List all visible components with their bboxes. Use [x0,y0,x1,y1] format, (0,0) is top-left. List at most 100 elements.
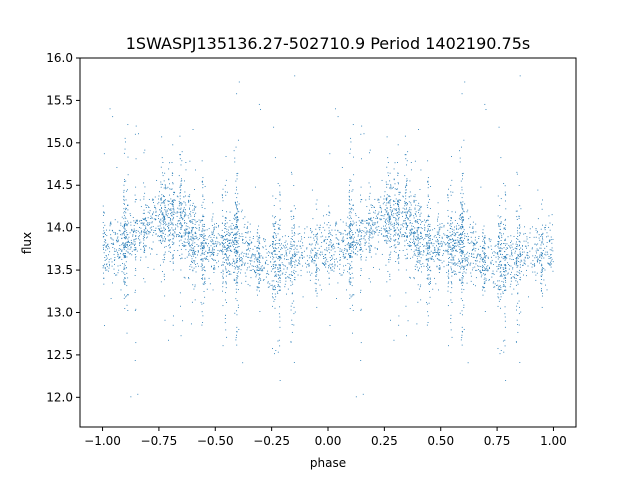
data-point [366,222,368,224]
data-point [386,166,388,168]
data-point [114,259,116,261]
data-point [195,169,196,171]
data-point [499,249,501,251]
data-point [103,212,105,214]
data-point [462,209,464,211]
data-point [388,214,390,216]
data-point [279,238,281,240]
data-point [241,264,243,266]
data-point [503,281,504,283]
data-point [448,263,449,265]
data-point [462,226,464,228]
data-point [330,268,332,269]
data-point [457,231,459,233]
data-point [181,257,183,259]
data-point [437,220,438,222]
data-point [164,253,166,255]
data-point [234,215,235,217]
data-point [518,215,520,217]
data-point [328,211,330,213]
data-point [505,194,507,196]
data-point [259,243,261,245]
data-point [190,199,191,201]
data-point [550,260,552,262]
data-point [549,257,551,259]
data-point [202,250,204,251]
data-point [369,192,371,194]
data-point [279,227,280,229]
data-point [375,210,377,212]
data-point [355,248,356,250]
data-point [415,254,416,256]
data-point [214,226,216,228]
data-point [400,199,402,201]
data-point [170,188,172,190]
data-point [428,236,430,238]
data-point [479,255,480,257]
data-point [424,227,426,229]
data-point [200,220,202,222]
data-point [538,237,540,239]
data-point [451,218,452,220]
data-point [235,282,237,284]
data-point [427,250,429,251]
data-point [118,229,120,231]
data-point [478,269,479,270]
data-point [258,253,260,255]
data-point [185,249,187,251]
data-point [451,259,453,261]
data-point [364,244,366,246]
data-point [236,310,238,312]
data-point [111,229,113,231]
data-point [184,214,185,216]
data-point [324,222,325,224]
data-point [360,360,362,361]
data-point [275,235,277,237]
data-point [123,245,125,246]
data-point [109,225,111,227]
data-point [333,267,335,269]
data-point [376,229,378,231]
data-point [144,186,146,188]
data-point [544,229,546,231]
data-point [498,286,499,288]
data-point [406,228,407,230]
data-point [294,247,296,249]
data-point [350,209,352,211]
data-point [317,257,319,259]
data-point [365,256,367,258]
data-point [315,228,317,230]
data-point [413,234,415,236]
data-point [127,204,128,206]
data-point [274,261,276,263]
data-point [294,266,296,268]
data-point [326,250,328,252]
data-point [398,224,400,226]
data-point [517,256,519,258]
data-point [541,255,543,257]
data-point [290,248,292,249]
data-point [426,204,428,206]
data-point [144,281,146,283]
data-point [290,261,292,263]
data-point [189,254,191,256]
data-point [143,251,145,253]
data-point [505,258,507,260]
data-point [252,253,254,255]
data-point [427,234,429,236]
data-point [369,231,370,233]
data-point [504,256,506,258]
data-point [500,286,502,288]
data-point [245,255,247,257]
data-point [350,257,352,258]
data-point [386,202,388,204]
data-point [172,219,174,221]
data-point [317,243,319,245]
data-point [352,294,354,296]
data-point [447,222,449,224]
data-point [541,279,542,280]
data-point [233,241,235,243]
data-point [104,260,106,261]
data-point [144,237,145,238]
data-point [529,256,530,258]
